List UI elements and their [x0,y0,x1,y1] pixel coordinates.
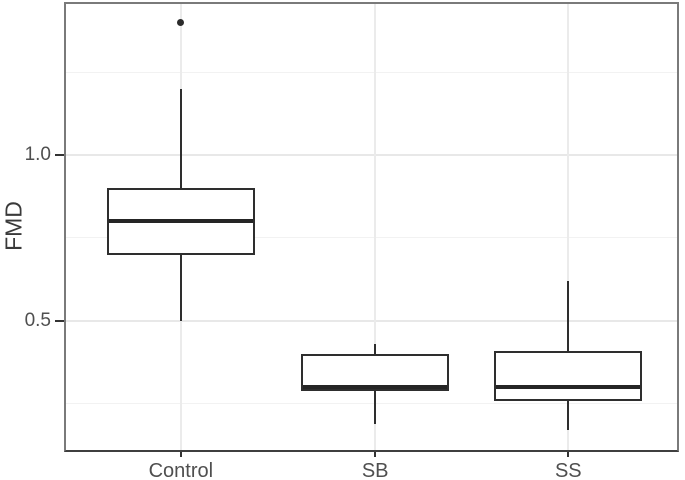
boxplot-median [303,385,448,390]
gridline-vertical [374,2,377,452]
boxplot-median [108,219,253,224]
boxplot-median [496,385,641,390]
y-axis-tick-label: 0.5 [24,310,51,332]
x-axis-category-label: SS [554,460,582,480]
outlier-point [177,18,185,26]
plot-panel [64,2,679,452]
gridline-major [64,153,679,156]
y-axis-tick [55,153,64,156]
x-axis-tick [567,452,570,457]
x-axis-category-label: SB [361,460,389,480]
boxplot-box [494,350,643,401]
gridline-minor [64,237,679,239]
gridline-minor [64,71,679,73]
y-axis-title: FMD [0,201,27,251]
gridline-vertical [567,2,570,452]
y-axis-tick-label: 1.0 [24,144,51,166]
x-axis-tick [179,452,182,457]
gridline-major [64,319,679,322]
x-axis-tick [374,452,377,457]
x-axis-category-label: Control [148,460,214,480]
boxplot-box [301,354,450,391]
y-axis-tick [55,319,64,322]
gridline-minor [64,403,679,405]
